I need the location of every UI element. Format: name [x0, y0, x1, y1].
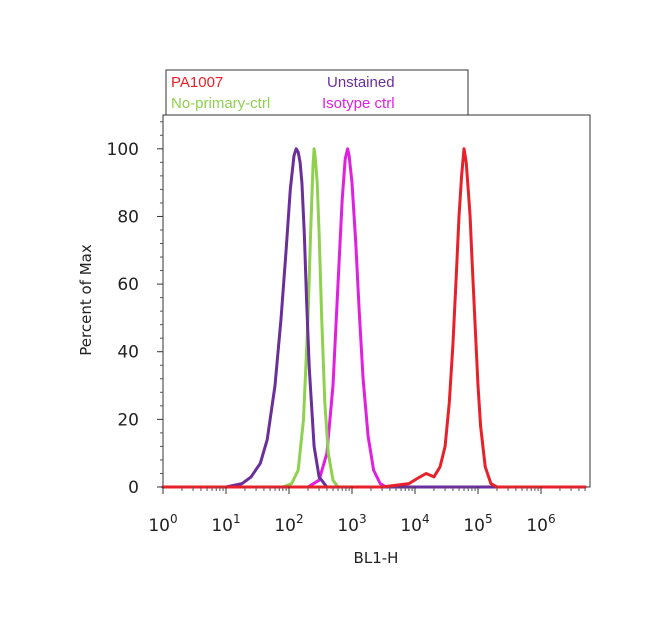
y-tick-label: 100	[107, 140, 139, 160]
series-line-unstained	[161, 147, 587, 489]
x-tick-label: 101	[211, 512, 240, 536]
x-tick-label: 100	[148, 512, 177, 536]
y-tick-label: 20	[117, 410, 139, 430]
axis-layer: 0 20 40 60 80 100 100 101 102 103 104 105 106	[107, 121, 586, 536]
x-tick-label: 103	[337, 512, 366, 536]
series-line-pa1007	[161, 147, 587, 489]
x-tick-label: 104	[400, 512, 429, 536]
x-tick-label: 102	[274, 512, 303, 536]
legend-label-pa1007: PA1007	[171, 74, 223, 91]
x-axis-title: BL1-H	[354, 549, 399, 567]
series-line-isotype-ctrl	[161, 147, 587, 489]
series-line-no-primary-ctrl	[161, 147, 587, 489]
legend-label-isotype-ctrl: Isotype ctrl	[322, 95, 395, 112]
y-axis-title: Percent of Max	[77, 244, 95, 356]
legend-box	[165, 69, 469, 116]
plot-frame	[162, 114, 591, 488]
legend-label-unstained: Unstained	[327, 74, 395, 91]
y-tick-label: 60	[117, 275, 139, 295]
x-tick-label: 106	[526, 512, 555, 536]
y-tick-label: 0	[128, 478, 139, 498]
legend-label-no-primary-ctrl: No-primary-ctrl	[171, 95, 270, 112]
series-layer	[161, 147, 587, 489]
y-tick-label: 40	[117, 343, 139, 363]
x-tick-label: 105	[463, 512, 492, 536]
legend: PA1007 Unstained No-primary-ctrl Isotype…	[165, 69, 469, 116]
y-tick-label: 80	[117, 207, 139, 227]
